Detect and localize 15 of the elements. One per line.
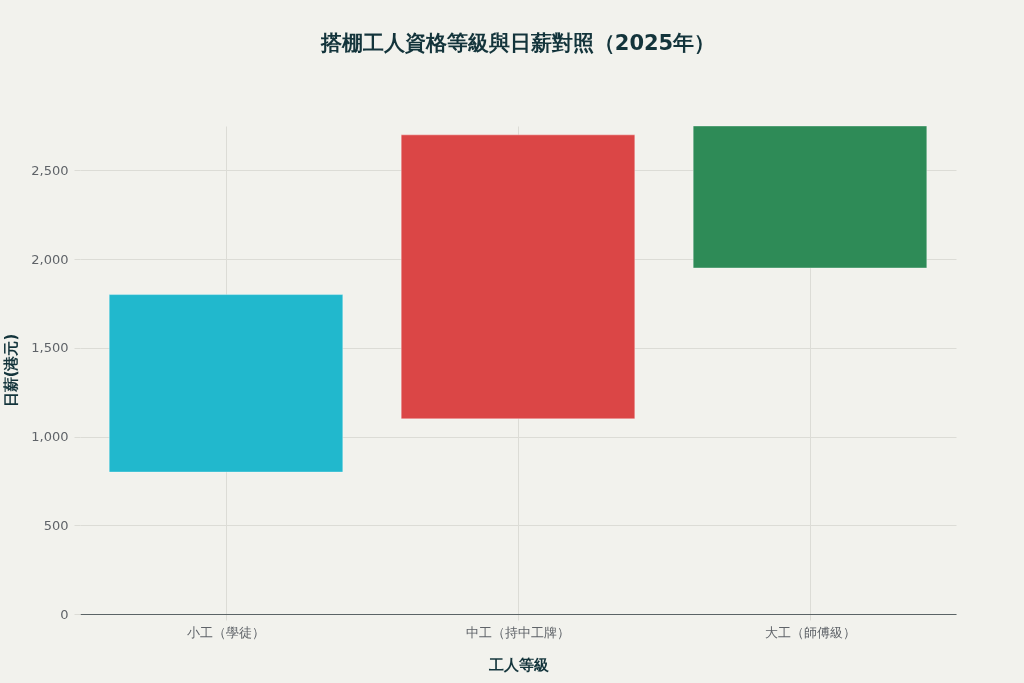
y-tick-label: 1,000 bbox=[31, 429, 69, 445]
bar bbox=[108, 294, 344, 473]
x-tick-label: 大工（師傅級） bbox=[764, 624, 856, 640]
x-axis-title: 工人等級 bbox=[487, 655, 550, 674]
bar bbox=[692, 125, 928, 269]
y-tick-label: 2,500 bbox=[31, 162, 69, 178]
y-tick-label: 2,000 bbox=[31, 251, 69, 267]
x-tick-label: 中工（持中工牌） bbox=[466, 624, 570, 640]
chart-title: 搭棚工人資格等級與日薪對照（2025年） bbox=[319, 30, 716, 55]
y-tick-label: 1,500 bbox=[31, 340, 69, 356]
y-tick-label: 0 bbox=[60, 606, 69, 622]
bar bbox=[400, 134, 636, 420]
y-axis-title: 日薪(港元) bbox=[2, 333, 21, 408]
y-tick-label: 500 bbox=[43, 517, 69, 533]
x-tick-label: 小工（學徒） bbox=[187, 624, 265, 640]
